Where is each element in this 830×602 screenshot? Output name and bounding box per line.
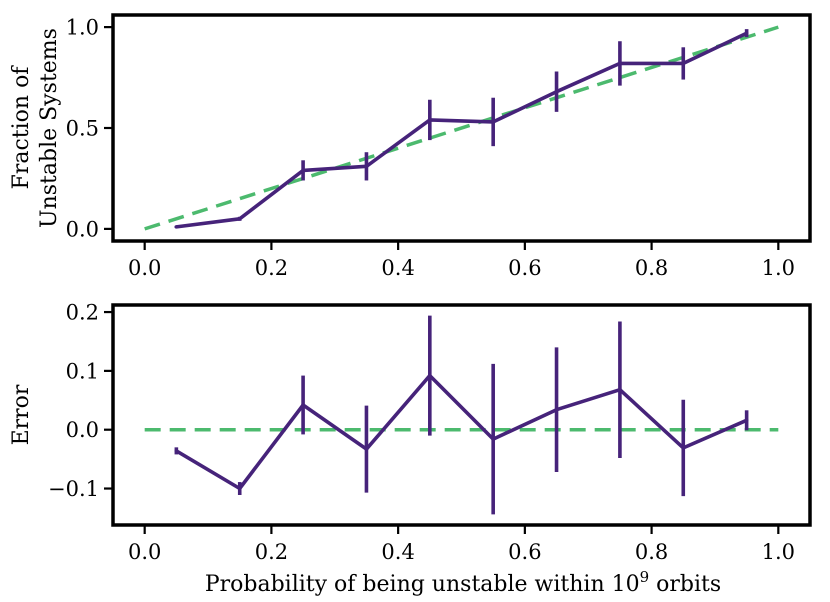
data-point <box>554 407 559 412</box>
data-point <box>744 31 749 35</box>
x-tick-label: 0.8 <box>635 256 668 280</box>
data-point <box>301 403 305 407</box>
x-tick-label: 0.0 <box>128 540 161 564</box>
bottom-xlabel: Probability of being unstable within 109… <box>205 568 721 597</box>
top-ticks-group: 0.0 0.2 0.4 0.6 0.8 1.0 0.0 0.5 1.0 <box>66 16 795 280</box>
y-tick-label: 0.2 <box>66 301 99 325</box>
data-point <box>237 217 242 221</box>
x-tick-label: 0.4 <box>381 256 414 280</box>
x-tick-label: 0.2 <box>255 540 288 564</box>
xlabel-main: Probability of being unstable within 10 <box>205 572 640 597</box>
bottom-ticks-group: 0.0 0.2 0.4 0.6 0.8 1.0 −0.1 0.0 0.1 0.2 <box>48 301 795 564</box>
data-point <box>174 225 179 229</box>
x-tick-label: 1.0 <box>762 256 795 280</box>
data-point <box>237 486 242 491</box>
data-point <box>681 61 686 66</box>
data-point <box>491 120 495 124</box>
data-point <box>174 449 179 453</box>
xlabel-exponent: 9 <box>640 568 650 586</box>
x-tick-label: 1.0 <box>762 540 795 564</box>
x-tick-label: 0.0 <box>128 256 161 280</box>
bottom-series-group <box>174 315 749 515</box>
data-point <box>618 387 622 392</box>
top-panel: 0.0 0.2 0.4 0.6 0.8 1.00.00.51.0 Fraction of … <box>9 13 812 280</box>
top-reference-group <box>144 25 779 231</box>
x-tick-label: 0.6 <box>508 540 541 564</box>
top-ylabel-line-1: Fraction of <box>9 65 34 190</box>
data-point <box>364 164 369 169</box>
data-point <box>491 437 495 441</box>
top-plot-frame <box>111 13 812 243</box>
y-tick-label: 0.0 <box>66 418 99 442</box>
top-series-group <box>174 29 749 229</box>
data-point <box>364 447 369 451</box>
top-ylabel-line-2: Unstable Systems <box>37 28 62 228</box>
y-tick-label: 0.5 <box>66 117 99 141</box>
data-point <box>681 446 686 450</box>
x-tick-label: 0.4 <box>381 540 414 564</box>
x-tick-label: 0.8 <box>635 540 668 564</box>
y-tick-label: 0.0 <box>66 217 99 241</box>
data-point <box>744 418 749 423</box>
bottom-plot-frame <box>111 303 812 527</box>
reference-line <box>144 25 779 231</box>
series-line <box>176 31 748 229</box>
y-tick-label: 0.1 <box>66 359 99 383</box>
data-point <box>428 373 432 378</box>
bottom-panel: 0.0 0.2 0.4 0.6 0.8 1.0 −0.1 0.0 0.1 0.2 Error Pr… <box>9 301 812 597</box>
series-line <box>175 373 748 491</box>
y-tick-label: 1.0 <box>66 16 99 40</box>
x-tick-label: 0.6 <box>508 256 541 280</box>
data-point <box>301 168 305 173</box>
x-tick-label: 0.2 <box>255 256 288 280</box>
data-point <box>618 61 622 66</box>
data-point <box>428 118 432 122</box>
data-point <box>554 89 559 94</box>
y-tick-label: −0.1 <box>48 477 99 501</box>
bottom-ylabel: Error <box>9 384 34 445</box>
xlabel-suffix: orbits <box>649 572 721 597</box>
